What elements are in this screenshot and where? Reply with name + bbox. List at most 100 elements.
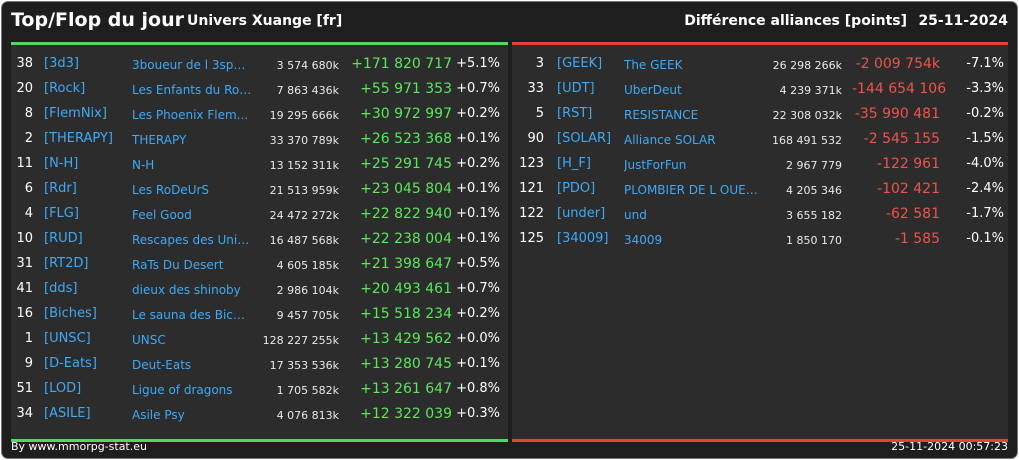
alliance-name-link[interactable]: RaTs Du Desert — [132, 258, 224, 272]
top-panel: 38 [3d3] 3boueur de l 3space 3 574 680k +171… — [11, 42, 508, 442]
percent-change: +0.1% — [456, 231, 500, 246]
percent-change: +0.1% — [456, 181, 500, 196]
alliance-name-link[interactable]: 3boueur de l 3space — [132, 58, 252, 72]
alliance-tag-link[interactable]: [34009] — [557, 231, 609, 246]
points-difference: +30 972 997 — [360, 106, 452, 122]
flop-row: 90 [SOLAR] Alliance SOLAR 168 491 532 -2 545… — [512, 126, 1008, 151]
alliance-rank: 31 — [16, 256, 33, 271]
top-list: 38 [3d3] 3boueur de l 3space 3 574 680k +171… — [11, 51, 508, 426]
alliance-name-link[interactable]: JustForFun — [624, 158, 687, 172]
flop-row: 123 [H_F] JustForFun 2 967 779 -122 961 -4.0% — [512, 151, 1008, 176]
universe-label: Univers Xuange [fr] — [187, 13, 343, 29]
alliance-score: 4 076 813k — [276, 409, 339, 422]
alliance-name-link[interactable]: Rescapes des Univ... — [132, 233, 252, 247]
alliance-name-link[interactable]: PLOMBIER DE L OUEST — [624, 183, 759, 197]
alliance-name-link[interactable]: Deut-Eats — [132, 358, 192, 372]
alliance-tag-link[interactable]: [LOD] — [44, 381, 82, 396]
alliance-rank: 90 — [527, 131, 544, 146]
alliance-rank: 34 — [16, 406, 33, 421]
top-row: 31 [RT2D] RaTs Du Desert 4 605 185k +21 398 … — [11, 251, 508, 276]
alliance-name-link[interactable]: N-H — [132, 158, 155, 172]
alliance-tag-link[interactable]: [GEEK] — [557, 56, 603, 71]
alliance-rank: 51 — [16, 381, 33, 396]
alliance-name-link[interactable]: Ligue of dragons — [132, 383, 233, 397]
points-difference: +55 971 353 — [360, 81, 452, 97]
alliance-rank: 123 — [519, 156, 544, 171]
footer-timestamp: 25-11-2024 00:57:23 — [891, 440, 1008, 453]
percent-change: -2.4% — [966, 181, 1004, 196]
top-row: 6 [Rdr] Les RoDeUrS 21 513 959k +23 045 804 +… — [11, 176, 508, 201]
alliance-tag-link[interactable]: [under] — [557, 206, 606, 221]
alliance-tag-link[interactable]: [Biches] — [44, 306, 97, 321]
alliance-name-link[interactable]: UNSC — [132, 333, 166, 347]
alliance-tag-link[interactable]: [Rdr] — [44, 181, 77, 196]
top-row: 41 [dds] dieux des shinoby 2 986 104k +20 49… — [11, 276, 508, 301]
source-credit[interactable]: By www.mmorpg-stat.eu — [11, 440, 147, 453]
points-difference: +171 820 717 — [351, 56, 452, 72]
alliance-score: 17 353 536k — [269, 359, 339, 372]
alliance-rank: 125 — [519, 231, 544, 246]
alliance-tag-link[interactable]: [RT2D] — [44, 256, 89, 271]
alliance-score: 2 986 104k — [276, 284, 339, 297]
points-difference: -102 421 — [877, 181, 940, 197]
alliance-tag-link[interactable]: [SOLAR] — [557, 131, 612, 146]
alliance-tag-link[interactable]: [H_F] — [557, 156, 591, 171]
flop-row: 33 [UDT] UberDeut 4 239 371k -144 654 106 -3.… — [512, 76, 1008, 101]
alliance-score: 9 457 705k — [276, 309, 339, 322]
alliance-tag-link[interactable]: [FlemNix] — [44, 106, 107, 121]
alliance-tag-link[interactable]: [3d3] — [44, 56, 79, 71]
alliance-name-link[interactable]: Les Phoenix Flem... — [132, 108, 249, 122]
alliance-name-link[interactable]: Feel Good — [132, 208, 192, 222]
alliance-score: 4 205 346 — [786, 184, 842, 197]
alliance-name-link[interactable]: THERAPY — [132, 133, 187, 147]
alliance-name-link[interactable]: und — [624, 208, 647, 222]
top-row: 16 [Biches] Le sauna des Biche... 9 457 705… — [11, 301, 508, 326]
percent-change: +0.1% — [456, 206, 500, 221]
alliance-tag-link[interactable]: [Rock] — [44, 81, 86, 96]
top-row: 20 [Rock] Les Enfants du Rock 7 863 436k +55… — [11, 76, 508, 101]
alliance-name-link[interactable]: dieux des shinoby — [132, 283, 241, 297]
points-difference: +15 518 234 — [360, 306, 452, 322]
alliance-name-link[interactable]: UberDeut — [624, 83, 682, 97]
points-difference: -122 961 — [877, 156, 940, 172]
percent-change: +0.7% — [456, 81, 500, 96]
alliance-rank: 121 — [519, 181, 544, 196]
alliance-tag-link[interactable]: [ASILE] — [44, 406, 91, 421]
alliance-tag-link[interactable]: [THERAPY] — [44, 131, 113, 146]
alliance-tag-link[interactable]: [FLG] — [44, 206, 79, 221]
alliance-rank: 8 — [24, 106, 33, 121]
alliance-rank: 1 — [24, 331, 33, 346]
alliance-rank: 5 — [535, 106, 544, 121]
alliance-tag-link[interactable]: [UDT] — [557, 81, 595, 96]
percent-change: +0.3% — [456, 406, 500, 421]
percent-change: +0.2% — [456, 156, 500, 171]
alliance-name-link[interactable]: Les RoDeUrS — [132, 183, 210, 197]
alliance-score: 128 227 255k — [262, 334, 339, 347]
top-row: 1 [UNSC] UNSC 128 227 255k +13 429 562 +0.0% — [11, 326, 508, 351]
alliance-score: 24 472 272k — [269, 209, 339, 222]
alliance-rank: 41 — [16, 281, 33, 296]
top-row: 9 [D-Eats] Deut-Eats 17 353 536k +13 280 745… — [11, 351, 508, 376]
alliance-tag-link[interactable]: [dds] — [44, 281, 78, 296]
alliance-tag-link[interactable]: [RST] — [557, 106, 593, 121]
alliance-tag-link[interactable]: [RUD] — [44, 231, 83, 246]
alliance-name-link[interactable]: Alliance SOLAR — [624, 133, 716, 147]
alliance-name-link[interactable]: Les Enfants du Rock — [132, 83, 252, 97]
alliance-name-link[interactable]: The GEEK — [624, 58, 683, 72]
alliance-tag-link[interactable]: [D-Eats] — [44, 356, 97, 371]
points-difference: +13 429 562 — [360, 331, 452, 347]
alliance-tag-link[interactable]: [UNSC] — [44, 331, 91, 346]
alliance-tag-link[interactable]: [N-H] — [44, 156, 79, 171]
alliance-name-link[interactable]: Asile Psy — [132, 408, 185, 422]
alliance-rank: 2 — [24, 131, 33, 146]
header-bar: Top/Flop du jour Univers Xuange [fr] Dif… — [2, 2, 1017, 42]
flop-row: 122 [under] und 3 655 182 -62 581 -1.7% — [512, 201, 1008, 226]
alliance-score: 2 967 779 — [786, 159, 842, 172]
alliance-name-link[interactable]: Le sauna des Biche... — [132, 308, 252, 322]
points-difference: +12 322 039 — [360, 406, 452, 422]
alliance-tag-link[interactable]: [PDO] — [557, 181, 596, 196]
alliance-name-link[interactable]: RESISTANCE — [624, 108, 699, 122]
alliance-score: 7 863 436k — [276, 84, 339, 97]
alliance-name-link[interactable]: 34009 — [624, 233, 663, 247]
alliance-score: 33 370 789k — [269, 134, 339, 147]
